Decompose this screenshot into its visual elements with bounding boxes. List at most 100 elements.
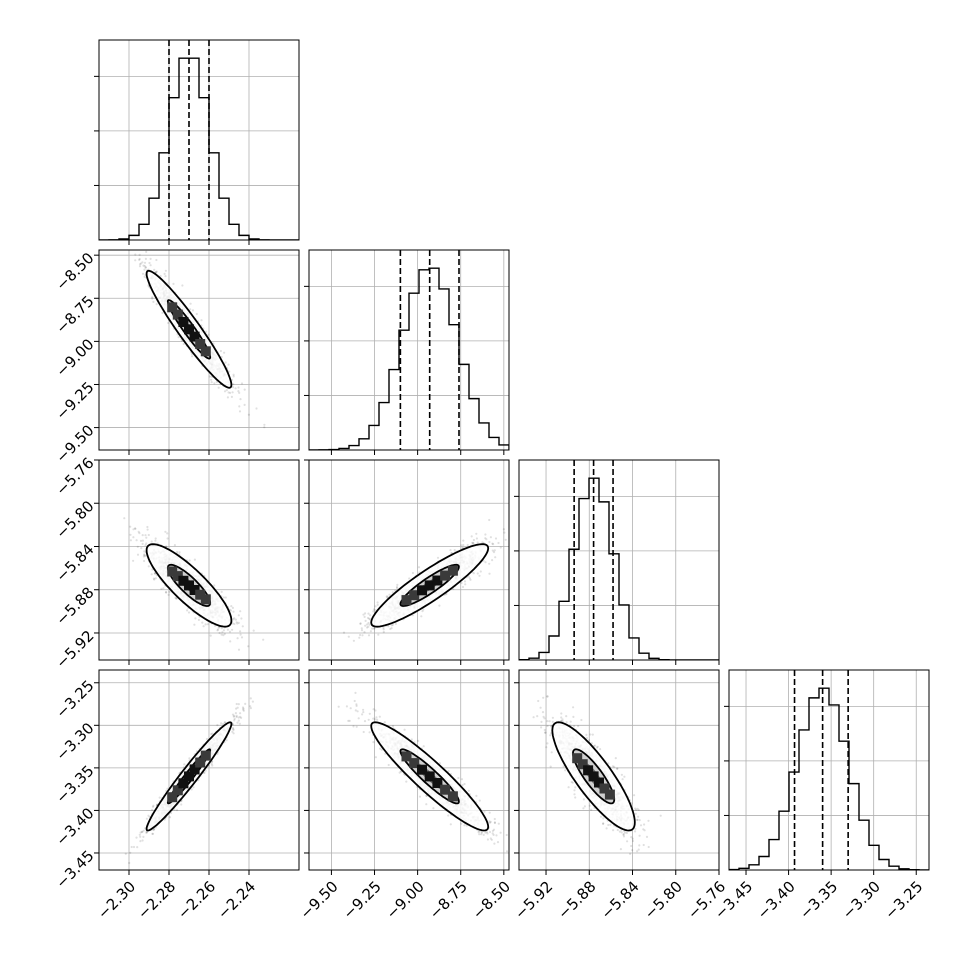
sample-point (144, 266, 147, 269)
sample-point (472, 541, 475, 545)
density-peak-cell (178, 317, 189, 327)
sample-point (172, 282, 175, 285)
sample-point (144, 257, 147, 260)
panel-frame (98, 39, 300, 241)
sample-point (449, 549, 452, 552)
sample-point (146, 528, 149, 531)
sample-point (450, 551, 453, 555)
sample-point (463, 580, 467, 583)
sample-point (395, 587, 399, 590)
sample-point (489, 536, 492, 539)
sample-point (239, 712, 242, 715)
sample-point (210, 762, 213, 766)
sample-point (243, 388, 246, 391)
sample-point (362, 613, 365, 616)
sample-point (146, 525, 149, 529)
sample-point (376, 601, 379, 604)
sample-point (149, 257, 152, 260)
sample-point (361, 634, 364, 637)
sample-point (191, 355, 194, 358)
sample-point (145, 536, 148, 539)
sample-point (195, 312, 198, 316)
histogram-bars (309, 267, 509, 450)
sample-point (472, 538, 475, 542)
outer-contour (145, 269, 233, 389)
sample-point (145, 831, 148, 835)
sample-point (360, 629, 364, 632)
sample-point (363, 631, 366, 634)
sample-point (151, 296, 154, 299)
sample-point (222, 634, 225, 637)
sample-point (235, 715, 238, 719)
histogram-bars (519, 477, 719, 660)
sample-point (143, 559, 146, 563)
sample-point (219, 349, 222, 353)
sample-point (252, 629, 255, 632)
sample-point (138, 532, 141, 535)
sample-point (159, 274, 162, 278)
sample-point (223, 390, 227, 393)
sample-point (129, 539, 132, 542)
sample-point (229, 640, 232, 643)
sample-point (138, 263, 142, 266)
sample-point (394, 622, 397, 626)
sample-point (220, 722, 223, 725)
sample-point (132, 528, 135, 531)
sample-point (417, 566, 421, 569)
sample-point (467, 575, 470, 578)
sample-point (502, 528, 505, 531)
sample-point (193, 558, 196, 561)
sample-point (391, 591, 394, 594)
sample-point (211, 764, 214, 767)
sample-point (142, 829, 145, 832)
sample-point (408, 577, 411, 580)
sample-point (144, 827, 147, 830)
density-peak-cell (401, 595, 412, 606)
density-peak-cell (440, 570, 451, 581)
sample-point (235, 621, 238, 624)
sample-point (206, 623, 209, 626)
sample-point (239, 398, 242, 401)
sample-point (205, 737, 208, 741)
sample-point (217, 386, 220, 389)
sample-point (207, 333, 210, 336)
sample-point (476, 572, 479, 575)
density-peak-cell (432, 575, 443, 586)
sample-point (134, 253, 137, 256)
sample-point (231, 730, 234, 733)
sample-point (187, 611, 191, 614)
sample-point (200, 319, 203, 322)
sample-point (493, 549, 496, 552)
sample-point (387, 625, 390, 628)
inner-contour (399, 563, 460, 607)
sample-point (132, 536, 135, 539)
sample-point (238, 405, 241, 408)
sample-point (216, 628, 220, 631)
sample-point (189, 302, 192, 305)
sample-point (492, 543, 495, 546)
sample-point (143, 268, 146, 271)
sample-point (372, 627, 375, 630)
sample-point (138, 253, 141, 256)
sample-point (488, 518, 491, 522)
sample-point (237, 703, 240, 706)
density-peak-cell (424, 580, 435, 591)
sample-point (232, 375, 235, 378)
sample-point (149, 264, 152, 267)
density-peak-cell (184, 580, 194, 591)
sample-point (129, 533, 132, 536)
sample-point (154, 537, 157, 540)
sample-point (168, 590, 171, 593)
sample-point (233, 714, 236, 718)
sample-point (151, 568, 154, 571)
sample-point (155, 270, 158, 273)
sample-point (232, 610, 235, 613)
y-tick-label: −8.50 (52, 249, 97, 294)
sample-point (138, 258, 141, 261)
sample-point (235, 702, 238, 706)
sample-point (148, 261, 151, 265)
sample-point (255, 407, 258, 410)
sample-point (237, 386, 240, 389)
sample-point (136, 545, 139, 548)
sample-point (143, 264, 146, 268)
